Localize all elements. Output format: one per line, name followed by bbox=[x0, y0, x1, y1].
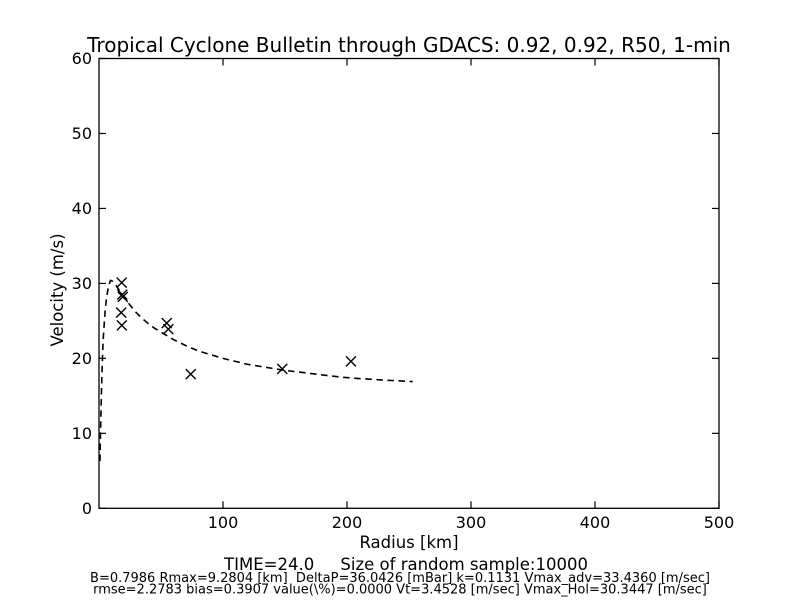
y-tick-label: 40 bbox=[72, 199, 92, 218]
footer-parameters-line2: rmse=2.2783 bias=0.3907 value(\%)=0.0000… bbox=[93, 583, 707, 598]
y-tick-label: 60 bbox=[72, 49, 92, 68]
scatter-marker bbox=[185, 368, 197, 380]
plot-area: 100 200 300 400 500 0 10 20 30 40 50 60 bbox=[72, 49, 735, 532]
scatter-marker bbox=[116, 277, 128, 289]
x-tick-label: 500 bbox=[704, 513, 735, 532]
x-axis-label: Radius [km] bbox=[359, 533, 458, 552]
y-tick-label: 20 bbox=[72, 349, 92, 368]
dashed-curve bbox=[99, 279, 413, 462]
chart-title: Tropical Cyclone Bulletin through GDACS:… bbox=[86, 33, 731, 57]
scatter-marker bbox=[117, 291, 129, 303]
y-tick-label: 30 bbox=[72, 274, 92, 293]
scatter-marker bbox=[116, 319, 128, 331]
x-tick-label: 400 bbox=[580, 513, 611, 532]
plot-frame bbox=[98, 57, 720, 509]
x-axis-sublabel: TIME=24.0 Size of random sample:10000 bbox=[223, 555, 588, 574]
y-tick-label: 50 bbox=[72, 124, 92, 143]
x-tick-label: 100 bbox=[208, 513, 239, 532]
x-tick-label: 200 bbox=[332, 513, 363, 532]
scatter-marker bbox=[115, 307, 127, 319]
footer-parameters-line1: B=0.7986 Rmax=9.2804 [km] DeltaP=36.0426… bbox=[90, 571, 710, 586]
y-tick-label: 10 bbox=[72, 424, 92, 443]
y-axis-label: Velocity (m/s) bbox=[48, 233, 67, 346]
scatter-marker bbox=[276, 363, 288, 375]
scatter-marker bbox=[162, 323, 174, 335]
scatter-marker bbox=[345, 355, 357, 367]
x-tick-label: 300 bbox=[456, 513, 487, 532]
y-tick-label: 0 bbox=[82, 499, 92, 518]
